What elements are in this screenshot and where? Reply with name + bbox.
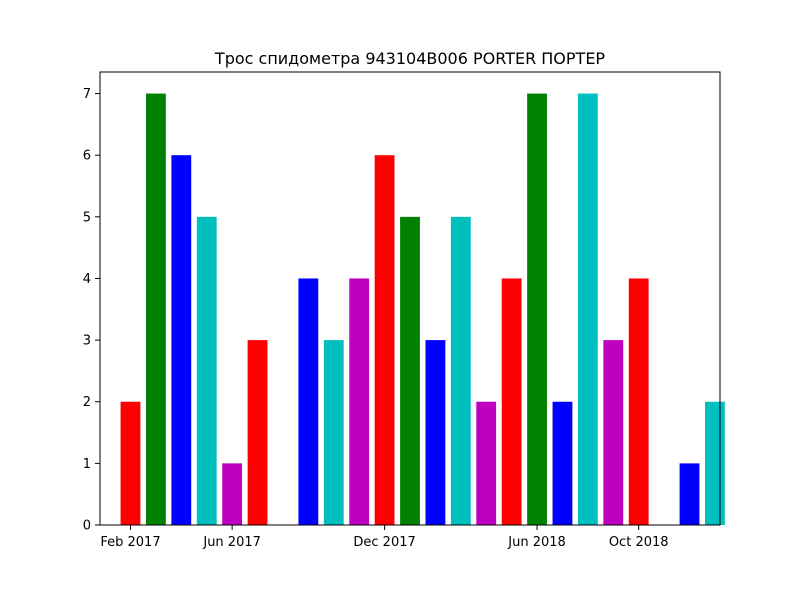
bar-may-2018 — [501, 278, 522, 525]
bar-jan-2018 — [400, 216, 420, 525]
bar-feb-2018 — [425, 340, 446, 525]
y-tick-label: 0 — [83, 519, 91, 534]
x-tick-label: Jun 2018 — [507, 535, 566, 550]
y-tick-label: 5 — [83, 210, 91, 225]
bar-dec-2018 — [679, 463, 700, 525]
bar-feb-2017 — [120, 401, 141, 525]
bar-oct-2018 — [628, 278, 649, 525]
x-tick-label: Feb 2017 — [100, 535, 160, 550]
y-tick-label: 3 — [83, 334, 91, 349]
x-tick-label: Dec 2017 — [353, 535, 415, 550]
bar-aug-2018 — [577, 93, 598, 525]
bar-mar-2018 — [450, 216, 471, 525]
y-tick-label: 1 — [83, 457, 91, 472]
bar-jul-2018 — [552, 401, 573, 525]
bar-apr-2018 — [476, 401, 497, 525]
bar-nov-2017 — [349, 278, 370, 525]
y-tick-label: 6 — [83, 149, 91, 164]
bar-jul-2017 — [247, 340, 268, 525]
bar-dec-2017 — [374, 155, 395, 525]
bar-oct-2017 — [323, 340, 344, 525]
x-tick-label: Oct 2018 — [609, 535, 669, 550]
y-tick-label: 4 — [83, 272, 91, 287]
bar-jun-2017 — [222, 463, 243, 525]
y-tick-label: 2 — [83, 395, 91, 410]
x-axis: Feb 2017 Jun 2017 Dec 2017 Jun 2018 Oct 2018 — [100, 525, 669, 550]
bar-apr-2017 — [171, 155, 192, 525]
x-tick-label: Jun 2017 — [202, 535, 261, 550]
y-tick-label: 7 — [83, 87, 91, 102]
bar-sep-2017 — [298, 278, 319, 525]
bar-jan-2019 — [705, 401, 725, 525]
chart-title: Трос спидометра 943104B006 PORTER ПОРТЕР — [214, 49, 606, 68]
bar-sep-2018 — [603, 340, 624, 525]
bar-may-2017 — [196, 216, 217, 525]
bar-jun-2018 — [527, 93, 547, 525]
y-axis: 0 1 2 3 4 5 6 7 — [83, 87, 100, 534]
plot-frame — [99, 71, 721, 526]
bars-layer — [120, 93, 725, 525]
bar-mar-2017 — [145, 93, 166, 525]
